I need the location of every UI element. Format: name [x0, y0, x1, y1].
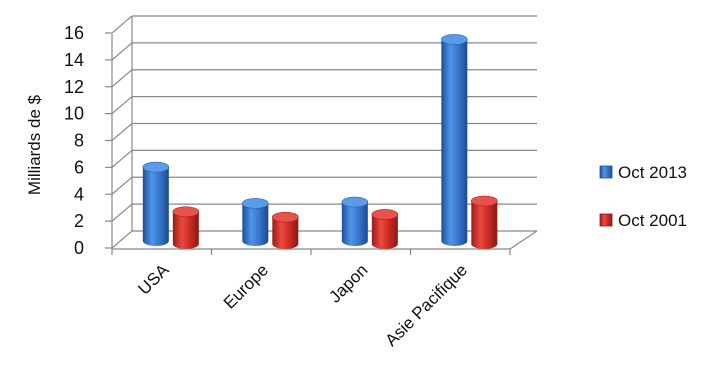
gridline-side — [111, 149, 133, 168]
legend-label: Oct 2001 — [618, 211, 687, 230]
legend-item: Oct 2001 — [599, 211, 687, 230]
bar-oct-2013-japon — [341, 196, 369, 246]
gridline-side — [111, 42, 133, 61]
legend-item: Oct 2013 — [599, 163, 687, 182]
y-axis-ticks: 0 2 4 6 8 10 12 14 16 — [64, 23, 84, 258]
floor-right-edge — [509, 230, 538, 250]
gridline-side — [111, 96, 133, 115]
gridline-side — [111, 15, 133, 34]
y-tick-label: 4 — [74, 184, 84, 204]
y-tick-label: 6 — [74, 157, 84, 177]
category-label: Europe — [220, 260, 272, 312]
bar-oct-2013-asie-pacifique — [441, 34, 468, 246]
bar-oct-2001-asie-pacifique — [471, 195, 498, 249]
y-tick-label: 12 — [64, 77, 84, 97]
category-label: Asie Pacifique — [381, 260, 471, 350]
y-tick-label: 10 — [64, 104, 84, 124]
legend-label: Oct 2013 — [618, 163, 687, 182]
bar-oct-2013-europe — [242, 198, 269, 246]
y-axis-label: Milliards de $ — [25, 94, 44, 195]
y-tick-label: 16 — [64, 23, 84, 43]
gridline-side — [111, 230, 133, 249]
chart-walls — [105, 15, 538, 255]
category-labels: USA Europe Japon Asie Pacifique — [134, 260, 471, 350]
legend-swatch — [599, 213, 613, 227]
category-label: Japon — [325, 260, 371, 306]
bar-oct-2001-japon — [371, 209, 399, 249]
y-tick-label: 2 — [74, 211, 84, 231]
bar-oct-2001-usa — [172, 206, 200, 249]
y-tick-label: 8 — [74, 131, 84, 151]
gridline-side — [111, 176, 133, 195]
bars — [142, 34, 498, 249]
y-tick-label: 14 — [64, 50, 84, 70]
bar-oct-2001-europe — [272, 211, 299, 249]
gridline-side — [111, 203, 133, 222]
gridline-side — [111, 69, 133, 88]
y-tick-label: 0 — [74, 238, 84, 258]
legend: Oct 2013 Oct 2001 — [599, 163, 687, 230]
category-label: USA — [134, 260, 173, 299]
legend-swatch — [599, 165, 613, 179]
gridline-side — [111, 123, 133, 141]
bar-oct-2013-usa — [142, 161, 170, 246]
